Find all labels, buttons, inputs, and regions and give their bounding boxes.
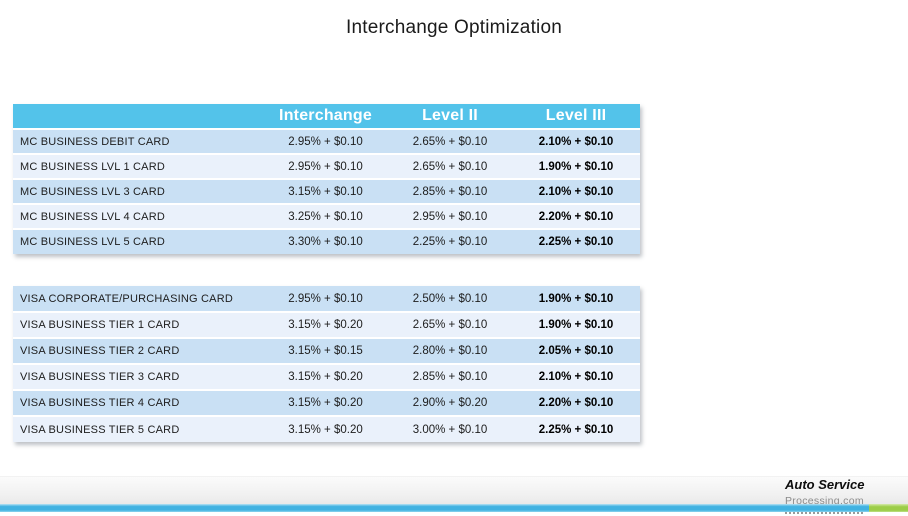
card-name-cell: VISA BUSINESS TIER 2 CARD [13,338,263,365]
level-ii-rate-cell: 2.25% + $0.10 [388,229,512,254]
level-ii-rate-cell: 2.65% + $0.10 [388,154,512,180]
card-name-cell: MC BUSINESS LVL 1 CARD [13,154,263,180]
footer-band [0,476,908,504]
table-row: MC BUSINESS LVL 4 CARD 3.25% + $0.10 2.95%… [13,204,640,230]
level-iii-rate-cell: 1.90% + $0.10 [512,286,640,313]
level-iii-rate-cell: 1.90% + $0.10 [512,154,640,180]
level-ii-rate-cell: 2.85% + $0.10 [388,179,512,205]
level-iii-rate-cell: 2.20% + $0.10 [512,204,640,230]
table-row: VISA CORPORATE/PURCHASING CARD 2.95% + $0… [13,286,640,313]
table-row: VISA BUSINESS TIER 4 CARD 3.15% + $0.20 2.… [13,390,640,417]
interchange-rate-cell: 3.15% + $0.20 [263,364,388,391]
column-header-level-ii: Level II [388,104,512,130]
logo-tagline [785,511,863,514]
level-ii-rate-cell: 2.65% + $0.10 [388,312,512,339]
level-ii-rate-cell: 2.80% + $0.10 [388,338,512,365]
table-row: MC BUSINESS LVL 1 CARD 2.95% + $0.10 2.65%… [13,154,640,180]
interchange-rate-cell: 3.15% + $0.20 [263,416,388,442]
table-row: MC BUSINESS DEBIT CARD 2.95% + $0.10 2.65%… [13,129,640,155]
table-row: VISA BUSINESS TIER 5 CARD 3.15% + $0.20 3.… [13,416,640,442]
interchange-rate-cell: 2.95% + $0.10 [263,154,388,180]
table-row: VISA BUSINESS TIER 2 CARD 3.15% + $0.15 2.… [13,338,640,365]
level-iii-rate-cell: 1.90% + $0.10 [512,312,640,339]
header-spacer-cell [13,104,263,130]
level-iii-rate-cell: 2.05% + $0.10 [512,338,640,365]
level-ii-rate-cell: 3.00% + $0.10 [388,416,512,442]
level-iii-rate-cell: 2.10% + $0.10 [512,129,640,155]
footer-accent-bar-blue [0,504,869,512]
interchange-rate-cell: 3.30% + $0.10 [263,229,388,254]
level-ii-rate-cell: 2.90% + $0.20 [388,390,512,417]
level-iii-rate-cell: 2.25% + $0.10 [512,229,640,254]
level-iii-rate-cell: 2.10% + $0.10 [512,179,640,205]
table-row: MC BUSINESS LVL 3 CARD 3.15% + $0.10 2.85%… [13,179,640,205]
level-iii-rate-cell: 2.20% + $0.10 [512,390,640,417]
interchange-rate-cell: 3.15% + $0.15 [263,338,388,365]
table-row: MC BUSINESS LVL 5 CARD 3.30% + $0.10 2.25%… [13,229,640,254]
card-name-cell: VISA CORPORATE/PURCHASING CARD [13,286,263,313]
column-header-level-iii: Level III [512,104,640,130]
level-ii-rate-cell: 2.95% + $0.10 [388,204,512,230]
table-header-row: Interchange Level II Level III [13,104,640,130]
level-iii-rate-cell: 2.10% + $0.10 [512,364,640,391]
card-name-cell: MC BUSINESS LVL 5 CARD [13,229,263,254]
level-ii-rate-cell: 2.50% + $0.10 [388,286,512,313]
interchange-rate-cell: 3.15% + $0.10 [263,179,388,205]
interchange-rate-cell: 3.15% + $0.20 [263,312,388,339]
interchange-rate-cell: 3.15% + $0.20 [263,390,388,417]
footer-accent-bar-green [869,504,908,512]
level-ii-rate-cell: 2.85% + $0.10 [388,364,512,391]
mastercard-rate-table: Interchange Level II Level III MC BUSINE… [13,104,640,254]
card-name-cell: MC BUSINESS LVL 3 CARD [13,179,263,205]
card-name-cell: MC BUSINESS DEBIT CARD [13,129,263,155]
visa-rate-table: VISA CORPORATE/PURCHASING CARD 2.95% + $0… [13,286,640,442]
column-header-interchange: Interchange [263,104,388,130]
logo-name: Auto Service [785,477,865,492]
table-row: VISA BUSINESS TIER 1 CARD 3.15% + $0.20 2.… [13,312,640,339]
card-name-cell: VISA BUSINESS TIER 5 CARD [13,416,263,442]
table-row: VISA BUSINESS TIER 3 CARD 3.15% + $0.20 2.… [13,364,640,391]
interchange-rate-cell: 2.95% + $0.10 [263,286,388,313]
card-name-cell: MC BUSINESS LVL 4 CARD [13,204,263,230]
page-title: Interchange Optimization [345,17,563,38]
interchange-rate-cell: 3.25% + $0.10 [263,204,388,230]
card-name-cell: VISA BUSINESS TIER 4 CARD [13,390,263,417]
card-name-cell: VISA BUSINESS TIER 1 CARD [13,312,263,339]
level-ii-rate-cell: 2.65% + $0.10 [388,129,512,155]
interchange-rate-cell: 2.95% + $0.10 [263,129,388,155]
level-iii-rate-cell: 2.25% + $0.10 [512,416,640,442]
card-name-cell: VISA BUSINESS TIER 3 CARD [13,364,263,391]
